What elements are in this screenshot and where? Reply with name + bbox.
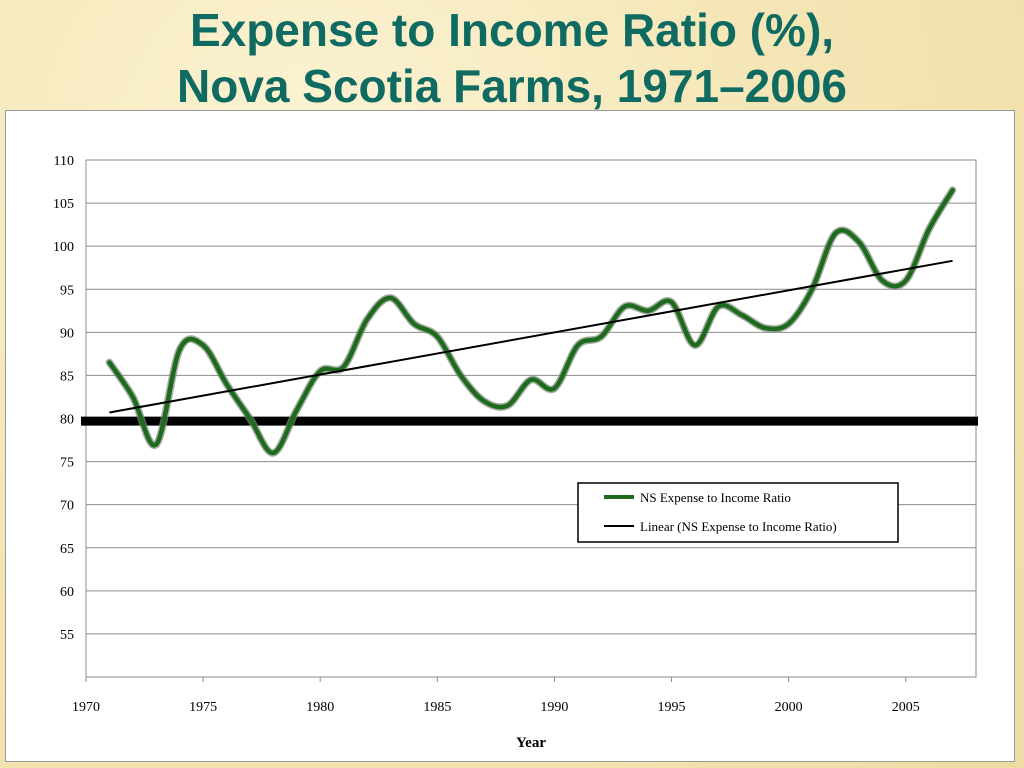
y-tick-label-95: 95: [60, 283, 74, 298]
data-point-1998: [740, 313, 744, 317]
y-tick-label-100: 100: [53, 240, 74, 255]
data-point-1980: [318, 369, 322, 373]
data-point-1988: [505, 403, 510, 408]
y-tick-label-65: 65: [60, 542, 74, 557]
data-point-1987: [482, 399, 486, 403]
data-point-1994: [646, 309, 650, 313]
data-point-1972: [131, 395, 135, 399]
legend: NS Expense to Income Ratio Linear (NS Ex…: [577, 482, 899, 543]
x-tick-label-2005: 2005: [892, 700, 920, 715]
data-point-1989: [529, 378, 533, 382]
y-tick-label-60: 60: [60, 585, 74, 600]
data-point-1991: [576, 343, 580, 347]
data-point-1982: [365, 317, 369, 322]
data-point-1973: [154, 442, 158, 446]
x-tick-label-1975: 1975: [189, 700, 217, 715]
data-point-1985: [435, 335, 439, 339]
data-point-2007: [950, 188, 955, 192]
data-point-2000: [787, 322, 791, 326]
data-point-1986: [459, 373, 463, 378]
x-axis-label: Year: [516, 735, 546, 751]
chart-title-line-1: Expense to Income Ratio (%),: [189, 4, 835, 56]
legend-box: [577, 482, 899, 543]
x-tick-label-1995: 1995: [658, 700, 686, 715]
data-point-2005: [904, 279, 908, 283]
y-tick-label-80: 80: [60, 413, 74, 428]
data-point-1993: [623, 304, 627, 309]
y-tick-label-110: 110: [54, 154, 74, 169]
y-tick-label-105: 105: [53, 197, 74, 212]
data-point-1981: [342, 365, 346, 369]
data-point-1975: [201, 343, 205, 347]
legend-label-trend: Linear (NS Expense to Income Ratio): [640, 519, 837, 534]
data-point-1971: [107, 360, 112, 365]
data-point-1974: [178, 347, 182, 352]
series-line-shadow: [105, 186, 957, 457]
data-point-1995: [669, 300, 674, 304]
data-point-1996: [693, 343, 697, 347]
x-tick-label-2000: 2000: [775, 700, 803, 715]
x-tick-label-1990: 1990: [540, 700, 568, 715]
data-point-1984: [412, 322, 416, 326]
series-line-ns-expense-to-income-ratio: [107, 187, 955, 456]
y-tick-label-90: 90: [60, 326, 74, 341]
data-point-2002: [833, 231, 838, 235]
y-tick-label-70: 70: [60, 499, 74, 514]
data-point-1976: [224, 382, 229, 386]
y-tick-label-75: 75: [60, 456, 74, 471]
data-point-2001: [810, 287, 814, 291]
chart-area: 55 60 65 70 75 80 85 90 95 100 105 110 1970 1975 1980…: [5, 110, 1015, 762]
legend-label-series: NS Expense to Income Ratio: [640, 490, 791, 505]
data-point-1977: [248, 416, 252, 421]
x-tick-label-1985: 1985: [423, 700, 451, 715]
data-point-2003: [857, 240, 861, 244]
data-point-1999: [763, 326, 767, 330]
chart-title: Expense to Income Ratio (%), Nova Scotia…: [0, 2, 1024, 114]
data-point-1978: [271, 451, 275, 455]
data-point-2004: [880, 279, 884, 283]
data-point-1983: [388, 296, 393, 300]
y-tick-label-55: 55: [60, 628, 74, 643]
chart-title-line-2: Nova Scotia Farms, 1971–2006: [177, 60, 847, 112]
data-point-1990: [552, 386, 557, 390]
data-point-1997: [716, 304, 720, 309]
data-point-1992: [599, 335, 603, 339]
data-point-1979: [295, 408, 299, 412]
data-point-2006: [927, 227, 931, 231]
y-tick-label-85: 85: [60, 369, 74, 384]
line-chart: 55 60 65 70 75 80 85 90 95 100 105 110 1970 1975 1980…: [53, 154, 978, 751]
x-tick-label-1970: 1970: [72, 700, 100, 715]
trend-line-linear: [109, 259, 953, 414]
x-tick-label-1980: 1980: [306, 700, 334, 715]
